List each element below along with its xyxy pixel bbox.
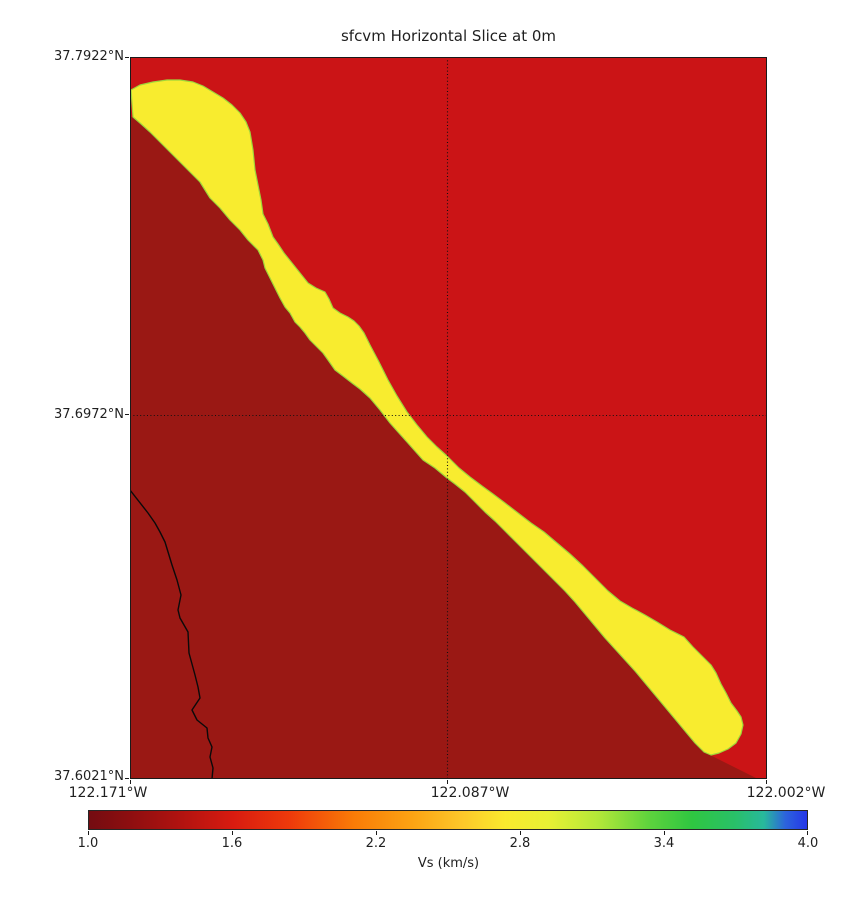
colorbar-tick-mark (520, 831, 521, 835)
colorbar-tick-mark (232, 831, 233, 835)
lower-left-region (130, 117, 758, 779)
y-axis-tick-mark (125, 414, 129, 415)
colorbar-tick-mark (376, 831, 377, 835)
colorbar-tick-label: 1.0 (77, 836, 99, 851)
x-tick-label-center: 122.087°W (430, 785, 510, 801)
x-axis-tick-mark (447, 780, 448, 784)
colorbar-tick-mark (88, 831, 89, 835)
velocity-band (130, 79, 744, 756)
coastline-path (130, 489, 214, 779)
plot-border (130, 57, 767, 779)
colorbar-tick-label: 2.8 (509, 836, 531, 851)
colorbar-axis-label: Vs (km/s) (417, 856, 480, 871)
colorbar-tick-label: 1.6 (221, 836, 243, 851)
x-tick-label-right: 122.002°W (746, 785, 826, 801)
colorbar-tick-label: 2.2 (365, 836, 387, 851)
y-axis-tick-mark (125, 57, 129, 58)
colorbar-gradient (88, 810, 808, 830)
x-tick-label-left: 122.171°W (68, 785, 148, 801)
colorbar-tick-label: 3.4 (653, 836, 675, 851)
colorbar-tick-mark (664, 831, 665, 835)
colorbar-tick-mark (807, 831, 808, 835)
colorbar-tick-label: 4.0 (797, 836, 819, 851)
map-plot (130, 57, 767, 779)
chart-title: sfcvm Horizontal Slice at 0m (340, 27, 557, 45)
y-tick-label-middle: 37.6972°N (54, 407, 124, 422)
y-axis-tick-mark (125, 778, 129, 779)
x-axis-tick-mark (766, 780, 767, 784)
y-tick-label-top: 37.7922°N (54, 49, 124, 64)
y-tick-label-bottom: 37.6021°N (54, 769, 124, 784)
x-axis-tick-mark (130, 780, 131, 784)
